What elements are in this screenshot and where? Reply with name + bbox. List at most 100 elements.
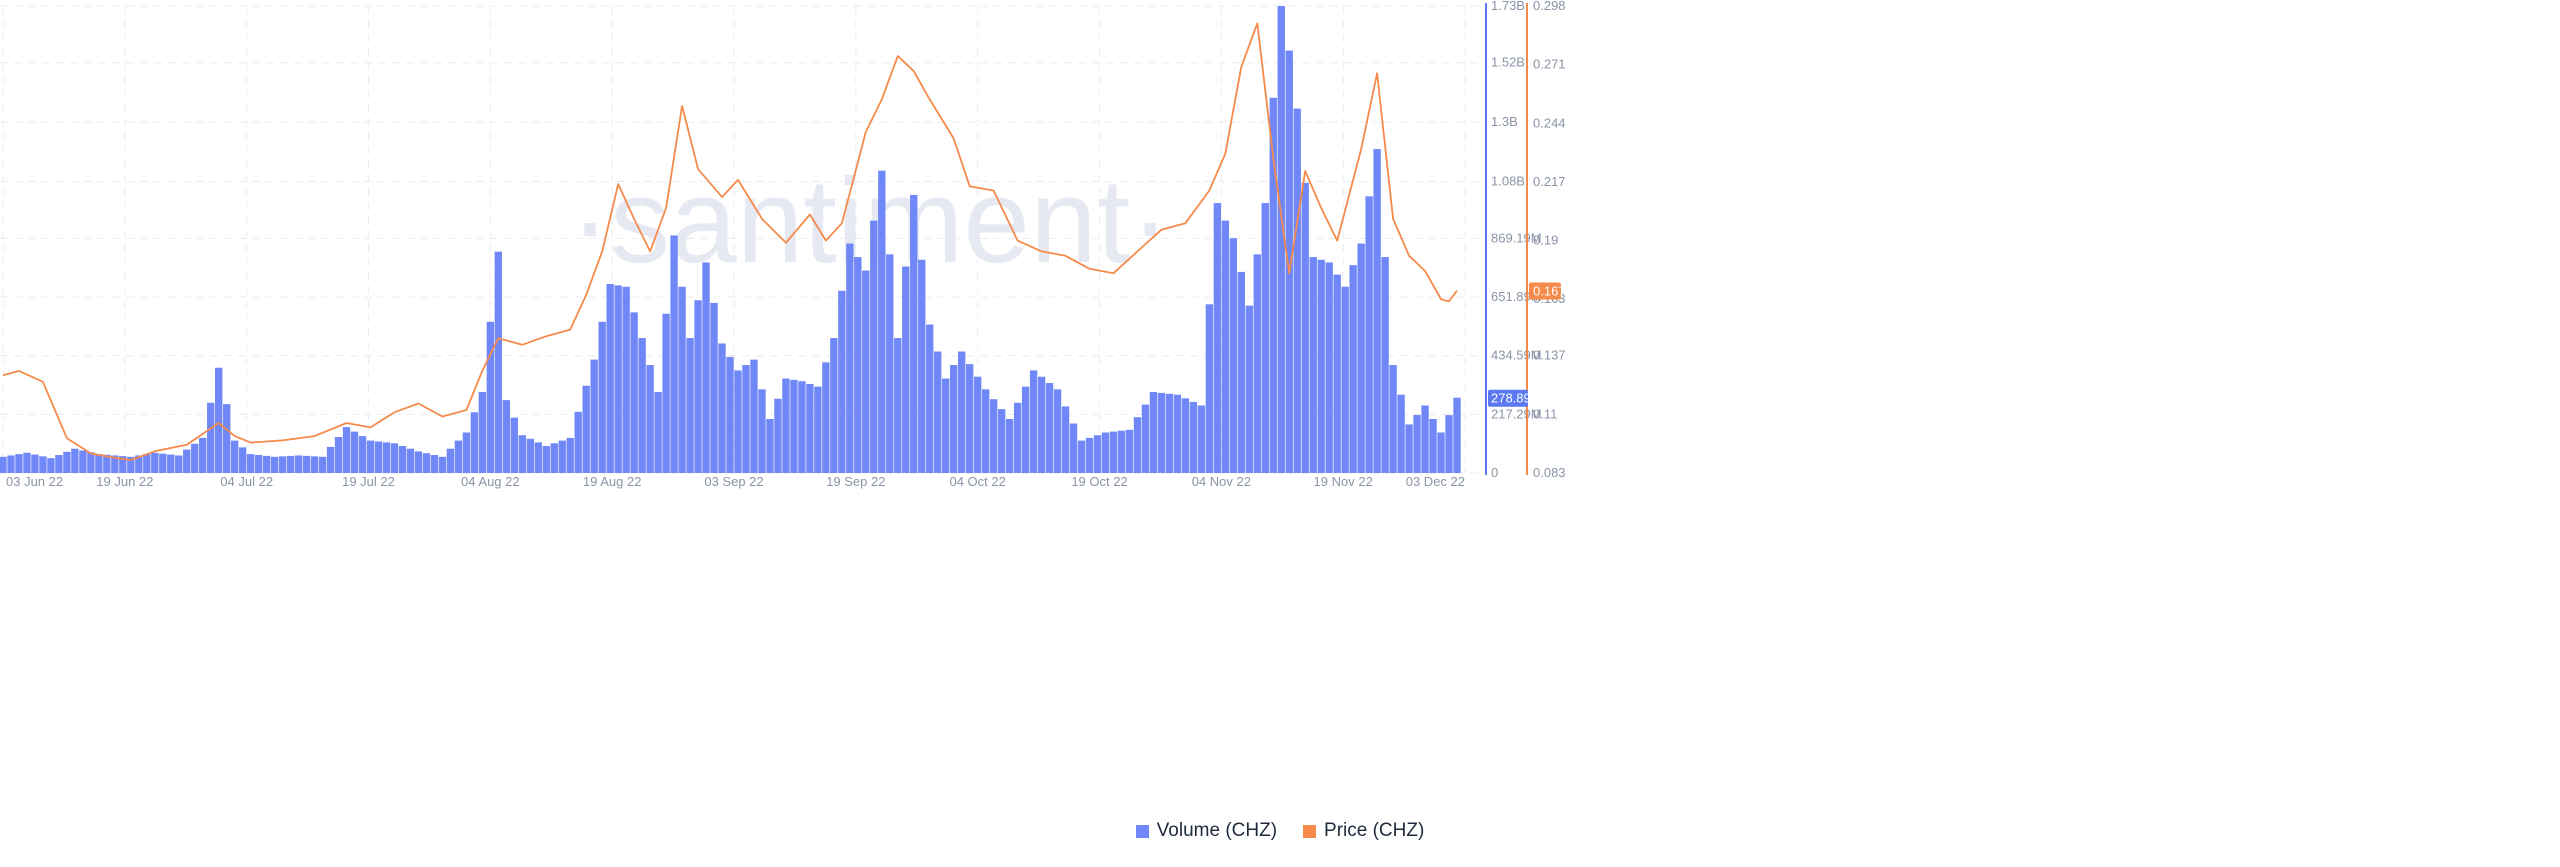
volume-bar <box>430 455 439 473</box>
volume-bar <box>1173 394 1182 473</box>
volume-bar <box>1373 149 1381 473</box>
price-last-badge <box>1529 282 1561 300</box>
volume-bar <box>646 365 654 473</box>
volume-bar <box>1277 6 1285 473</box>
volume-bar <box>590 359 598 473</box>
volume-bar <box>973 376 982 473</box>
volume-bar <box>566 437 574 473</box>
volume-bar <box>470 412 479 473</box>
volume-bar <box>1013 402 1022 473</box>
volume-bar <box>582 385 590 473</box>
volume-bar <box>254 455 263 473</box>
volume-bar <box>1397 394 1405 473</box>
volume-bar <box>854 257 862 473</box>
volume-bar <box>79 450 87 473</box>
volume-bar <box>1381 257 1389 473</box>
volume-bar <box>1021 386 1030 473</box>
volume-tick-label: 217.29M <box>1491 406 1542 421</box>
volume-bar <box>926 324 934 473</box>
volume-bar <box>630 312 638 473</box>
volume-bar <box>1413 414 1421 473</box>
volume-bar <box>207 402 215 473</box>
volume-bar <box>1069 423 1078 473</box>
price-tick-label: 0.244 <box>1533 115 1566 130</box>
volume-bar <box>143 454 151 473</box>
volume-bar <box>758 389 766 473</box>
x-tick-label: 19 Jun 22 <box>96 474 153 489</box>
volume-bar <box>790 379 798 473</box>
volume-tick-label: 434.59M <box>1491 348 1542 363</box>
volume-bar <box>886 254 894 473</box>
price-tick-label: 0.217 <box>1533 174 1566 189</box>
volume-bar <box>1189 401 1198 473</box>
volume-bar <box>1165 393 1174 473</box>
volume-bar <box>798 381 806 473</box>
volume-bar <box>438 456 447 473</box>
x-tick-label: 19 Oct 22 <box>1071 474 1127 489</box>
volume-bar <box>55 455 63 473</box>
legend-label-price: Price (CHZ) <box>1324 820 1425 841</box>
volume-bar <box>1045 383 1054 473</box>
volume-bar <box>1093 435 1102 473</box>
volume-bar <box>686 338 694 473</box>
volume-bar <box>1301 182 1309 473</box>
volume-bar <box>1237 271 1245 473</box>
volume-bar <box>1005 419 1014 473</box>
volume-bar <box>167 454 175 473</box>
volume-tick-label: 1.52B <box>1491 55 1525 70</box>
volume-bar <box>270 456 279 473</box>
volume-bar <box>1149 392 1158 473</box>
volume-bar <box>997 409 1006 473</box>
volume-bar <box>215 367 223 473</box>
volume-bar <box>1285 50 1293 473</box>
volume-bar <box>486 321 495 473</box>
volume-bar <box>0 456 7 473</box>
volume-bar <box>246 454 255 473</box>
volume-bar <box>223 404 231 473</box>
santiment-watermark: ·santiment· <box>570 154 1170 288</box>
volume-bar <box>63 451 71 473</box>
x-tick-label: 04 Aug 22 <box>461 474 520 489</box>
volume-bar <box>135 455 143 473</box>
price-line-layer <box>2 22 1458 461</box>
volume-bar <box>1341 286 1349 473</box>
volume-bar <box>862 270 870 473</box>
volume-bar <box>1117 430 1126 473</box>
volume-bar <box>318 456 327 473</box>
volume-bar <box>127 456 135 473</box>
volume-bar <box>1101 432 1110 473</box>
volume-bar <box>350 431 359 473</box>
legend-item-price[interactable]: Price (CHZ) <box>1303 820 1424 842</box>
volume-bar <box>814 386 822 473</box>
price-line <box>2 22 1458 461</box>
price-tick-label: 0.137 <box>1533 348 1566 363</box>
volume-tick-label: 1.08B <box>1491 173 1525 188</box>
volume-bar <box>1333 274 1341 473</box>
volume-bar <box>111 455 119 473</box>
volume-bar <box>366 440 375 473</box>
volume-bar <box>1109 431 1118 473</box>
volume-bar <box>183 449 191 473</box>
price-swatch <box>1303 824 1317 838</box>
volume-bar <box>550 443 558 473</box>
volume-bar <box>1053 389 1062 473</box>
volume-bar <box>342 427 351 473</box>
volume-bar <box>966 364 974 473</box>
x-tick-label: 19 Sep 22 <box>826 474 885 489</box>
volume-bar <box>558 440 566 473</box>
x-tick-label: 19 Aug 22 <box>583 474 642 489</box>
volume-bar <box>638 338 646 473</box>
volume-bar <box>1389 365 1397 473</box>
volume-bar <box>414 451 423 473</box>
volume-bar <box>1221 220 1230 473</box>
volume-bar <box>494 251 502 473</box>
price-tick-label: 0.298 <box>1533 0 1566 13</box>
volume-bar <box>894 338 902 473</box>
volume-bar <box>870 220 878 473</box>
volume-bar <box>334 437 343 473</box>
volume-bar <box>406 448 415 473</box>
volume-bar <box>1293 108 1301 473</box>
volume-bar <box>1125 429 1134 473</box>
chart-legend: Volume (CHZ) Price (CHZ) <box>0 820 2560 842</box>
legend-item-volume[interactable]: Volume (CHZ) <box>1135 820 1277 842</box>
